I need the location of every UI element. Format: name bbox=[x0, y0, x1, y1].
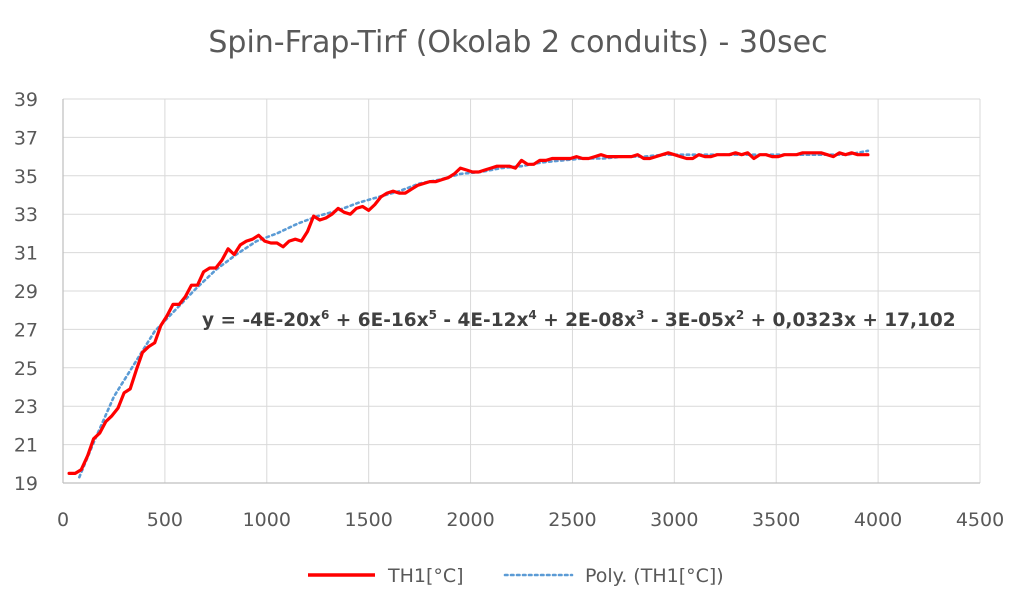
equation-part: + 0,0323x + 17,102 bbox=[744, 310, 955, 331]
x-tick-label: 4500 bbox=[956, 509, 1004, 531]
equation-exponent: 2 bbox=[736, 308, 744, 322]
series-line-th1 bbox=[67, 151, 870, 475]
y-tick-label: 37 bbox=[14, 127, 38, 149]
y-tick-label: 33 bbox=[14, 204, 38, 226]
equation-part: + 6E-16x bbox=[329, 310, 428, 331]
x-tick-label: 2000 bbox=[446, 509, 494, 531]
equation-part: + 2E-08x bbox=[537, 310, 636, 331]
legend-label-th1: TH1[°C] bbox=[387, 565, 464, 587]
y-tick-labels: 19 21 23 25 27 29 31 33 35 37 39 bbox=[14, 89, 38, 495]
y-tick-label: 31 bbox=[14, 243, 38, 265]
x-tick-label: 500 bbox=[147, 509, 183, 531]
y-tick-label: 19 bbox=[14, 473, 38, 495]
y-tick-label: 21 bbox=[14, 435, 38, 457]
y-tick-label: 39 bbox=[14, 89, 38, 111]
equation-part: y = -4E-20x bbox=[202, 310, 321, 331]
y-tick-label: 25 bbox=[14, 358, 38, 380]
x-tick-label: 4000 bbox=[854, 509, 902, 531]
x-tick-labels: 0 500 1000 1500 2000 2500 3000 3500 4000 4500 bbox=[57, 509, 1004, 531]
axes bbox=[62, 99, 980, 484]
equation-exponent: 6 bbox=[321, 308, 329, 322]
equation-exponent: 3 bbox=[636, 308, 644, 322]
equation-part: - 3E-05x bbox=[644, 310, 735, 331]
equation-exponent: 4 bbox=[528, 308, 536, 322]
legend: TH1[°C] Poly. (TH1[°C]) bbox=[308, 565, 724, 587]
legend-label-poly: Poly. (TH1[°C]) bbox=[585, 565, 724, 587]
x-tick-label: 0 bbox=[57, 509, 69, 531]
chart-title: Spin-Frap-Tirf (Okolab 2 conduits) - 30s… bbox=[208, 25, 827, 60]
equation-exponent: 5 bbox=[429, 308, 437, 322]
series-layer bbox=[67, 149, 870, 479]
polynomial-trendline bbox=[78, 149, 870, 479]
y-tick-label: 23 bbox=[14, 396, 38, 418]
x-tick-label: 1000 bbox=[243, 509, 291, 531]
y-tick-label: 29 bbox=[14, 281, 38, 303]
x-tick-label: 1500 bbox=[344, 509, 392, 531]
gridlines bbox=[62, 98, 981, 484]
y-tick-label: 27 bbox=[14, 319, 38, 341]
x-tick-label: 3500 bbox=[752, 509, 800, 531]
x-tick-label: 3000 bbox=[650, 509, 698, 531]
y-tick-label: 35 bbox=[14, 166, 38, 188]
trendline-equation: y = -4E-20x6 + 6E-16x5 - 4E-12x4 + 2E-08… bbox=[202, 308, 956, 331]
x-tick-label: 2500 bbox=[548, 509, 596, 531]
equation-part: - 4E-12x bbox=[437, 310, 528, 331]
